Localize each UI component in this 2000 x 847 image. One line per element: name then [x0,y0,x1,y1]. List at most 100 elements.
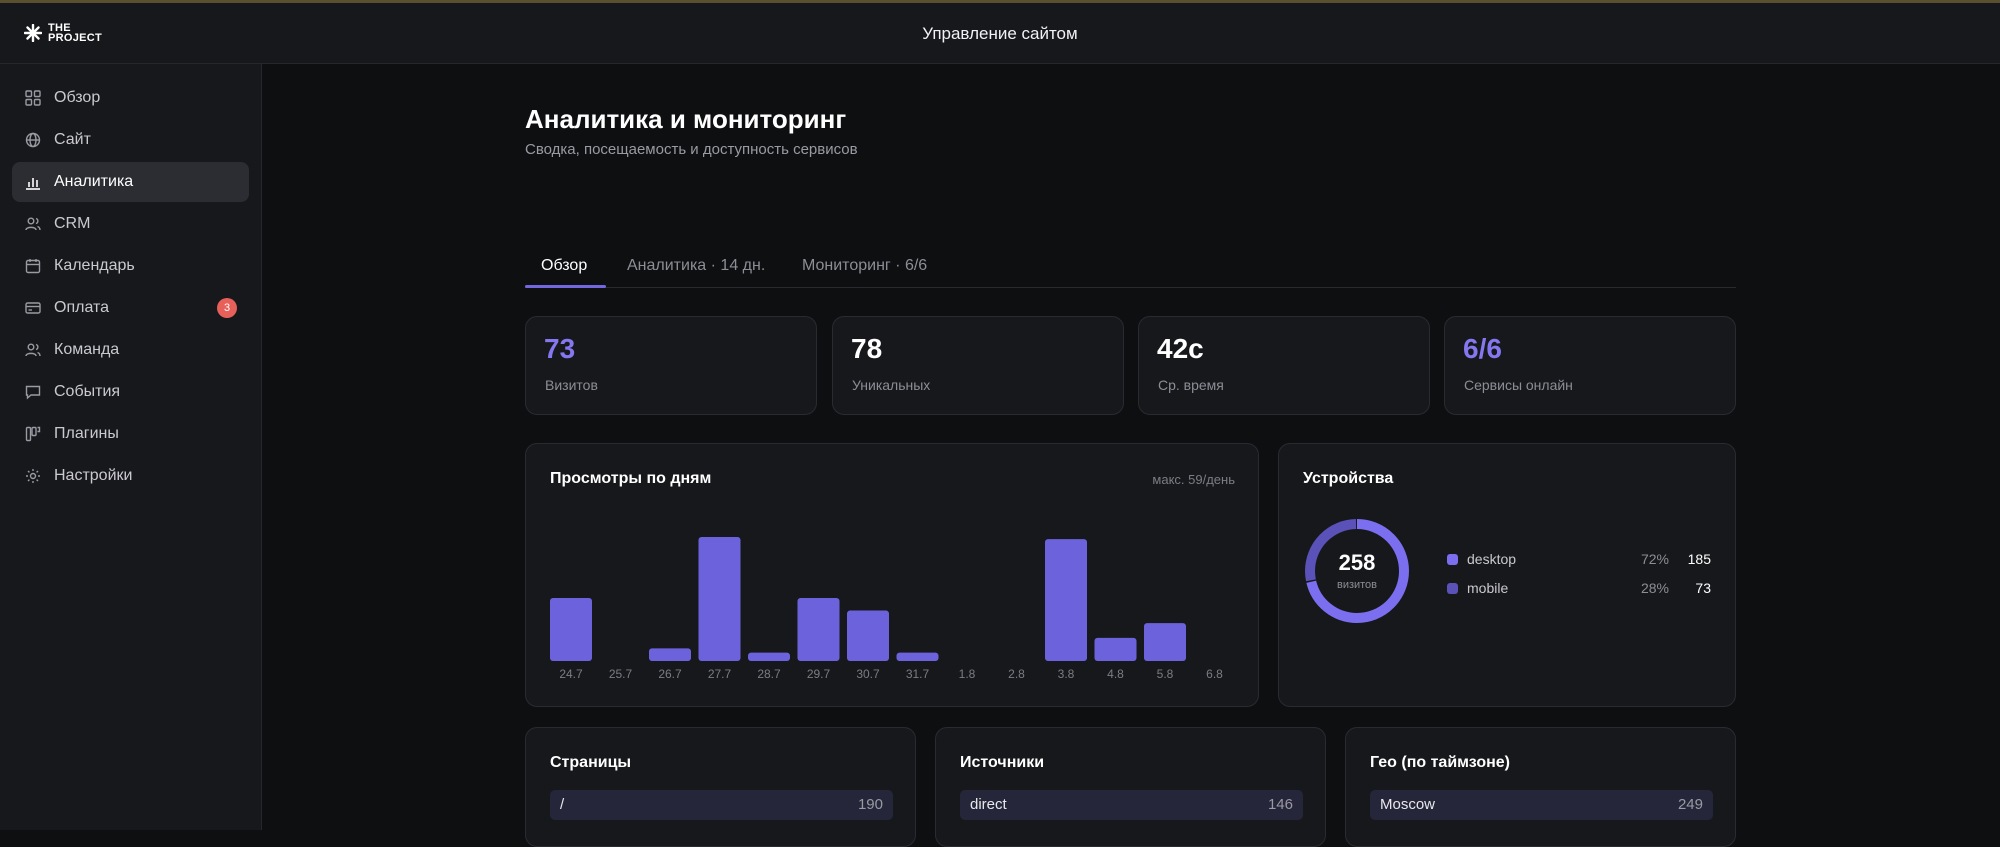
bar-27.7 [698,537,741,661]
x-tick-label: 27.7 [708,667,732,681]
page-subtitle: Сводка, посещаемость и доступность серви… [525,141,858,158]
page-title: Аналитика и мониторинг [525,104,847,134]
plugin-icon [24,425,42,443]
sidebar-item-crm[interactable]: CRM [12,204,249,244]
chart-title: Просмотры по дням [550,470,712,487]
x-tick-label: 26.7 [658,667,682,681]
sidebar-item-label: События [54,383,121,400]
x-tick-label: 2.8 [1008,667,1025,681]
stat-card-avg-time: 42с Ср. время [1138,316,1430,415]
brand-logo[interactable]: THE PROJECT [24,23,102,44]
bar-3.8 [1045,539,1087,661]
sidebar-item-plugins[interactable]: Плагины [12,414,249,454]
message-icon [24,383,42,401]
bar-26.7 [649,648,691,661]
list-item[interactable]: direct 146 [960,790,1303,820]
sidebar-item-label: Плагины [54,425,119,442]
geo-count: 249 [1677,796,1703,813]
x-tick-label: 6.8 [1206,667,1223,681]
tab-monitoring[interactable]: Мониторинг · 6/6 [802,257,928,274]
bar-30.7 [847,610,889,661]
sidebar-item-settings[interactable]: Настройки [12,456,249,496]
x-tick-label: 31.7 [906,667,930,681]
views-bar-chart: 24.7 25.7 26.7 27.7 28.7 29.7 30.7 31.7 1.8 2.8 3.… [550,537,1223,681]
stat-label: Ср. время [1158,377,1224,393]
pages-card: Страницы / 190 [525,727,916,847]
sidebar-item-label: Оплата [54,299,110,316]
legend-row-desktop: desktop 72% 185 [1447,550,1711,570]
x-tick-label: 5.8 [1157,667,1174,681]
tab-bar: Обзор Аналитика · 14 дн. Мониторинг · 6/… [525,243,1736,288]
devices-title: Устройства [1303,470,1394,487]
top-bar: THE PROJECT Управление сайтом [0,3,2000,64]
legend-percent: 28% [1640,580,1669,596]
notification-badge: 3 [217,298,237,318]
sidebar-item-label: Команда [54,341,120,358]
stat-label: Визитов [545,377,598,393]
stat-value: 42с [1157,333,1204,364]
grid-icon [24,89,42,107]
donut-total-label: визитов [1336,579,1378,591]
bar-chart-icon [24,173,42,191]
credit-card-icon [24,299,42,317]
views-chart-card: Просмотры по дням макс. 59/день 24.7 25.7… [525,443,1259,707]
sidebar-item-calendar[interactable]: Календарь [12,246,249,286]
stat-value: 6/6 [1463,333,1502,364]
page-count: 190 [857,796,883,813]
sidebar-item-team[interactable]: Команда [12,330,249,370]
x-tick-label: 24.7 [559,667,583,681]
bar-5.8 [1144,623,1186,661]
donut-total-value: 258 [1338,550,1376,575]
x-tick-label: 25.7 [609,667,633,681]
sidebar-item-label: CRM [54,215,91,232]
bar-4.8 [1094,637,1137,661]
sources-card: Источники direct 146 [935,727,1326,847]
sidebar: Обзор Сайт Аналитика CRM Календарь Оплат… [0,64,262,830]
legend-swatch [1447,554,1458,565]
sidebar-item-overview[interactable]: Обзор [12,78,249,118]
geo-card: Гео (по таймзоне) Moscow 249 [1345,727,1736,847]
sidebar-item-analytics[interactable]: Аналитика [12,162,249,202]
stat-card-unique: 78 Уникальных [832,316,1124,415]
legend-count: 73 [1695,580,1711,596]
pages-title: Страницы [550,754,632,771]
donut-slice-mobile [1305,519,1409,623]
x-tick-label: 28.7 [757,667,781,681]
sidebar-item-label: Календарь [54,257,135,274]
x-tick-label: 29.7 [807,667,831,681]
settings-icon [24,467,42,485]
legend-count: 185 [1687,551,1711,567]
list-item[interactable]: Moscow 249 [1370,790,1713,820]
team-icon [24,341,42,359]
page-path: / [560,796,565,813]
stat-value: 73 [544,333,576,364]
sidebar-item-site[interactable]: Сайт [12,120,249,160]
x-tick-label: 30.7 [856,667,880,681]
sidebar-item-events[interactable]: События [12,372,249,412]
x-tick-label: 3.8 [1058,667,1075,681]
tab-analytics[interactable]: Аналитика · 14 дн. [627,257,766,274]
logo-star-icon [24,24,42,42]
sidebar-item-label: Сайт [54,131,91,148]
active-tab-indicator [525,285,606,288]
list-item[interactable]: / 190 [550,790,893,820]
x-tick-label: 4.8 [1107,667,1124,681]
bar-24.7 [550,597,592,661]
bar-28.7 [748,652,790,661]
stat-label: Уникальных [852,377,931,393]
sidebar-item-label: Аналитика [54,173,134,190]
legend-name: desktop [1467,551,1517,567]
sidebar-item-label: Настройки [54,467,133,484]
chart-max-note: макс. 59/день [1152,472,1235,487]
bar-29.7 [797,597,840,661]
donut-slice-desktop [1305,519,1409,623]
tab-overview[interactable]: Обзор [541,257,588,274]
geo-city: Moscow [1380,796,1436,813]
calendar-icon [24,257,42,275]
geo-title: Гео (по таймзоне) [1370,754,1510,771]
stat-card-services: 6/6 Сервисы онлайн [1444,316,1736,415]
globe-icon [24,131,42,149]
logo-text: THE PROJECT [48,23,102,44]
window-title: Управление сайтом [922,24,1078,43]
sidebar-item-payment[interactable]: Оплата 3 [12,288,249,328]
